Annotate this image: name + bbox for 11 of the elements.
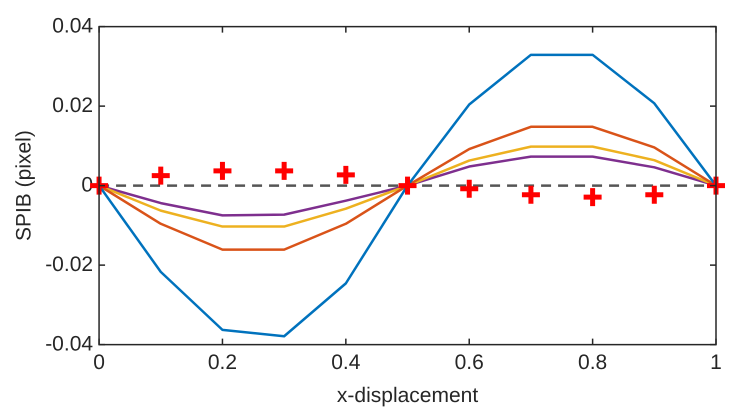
- y-tick-label: 0.02: [52, 94, 94, 117]
- x-tick-label: 0.6: [454, 350, 484, 374]
- x-tick-label: 0.2: [208, 350, 238, 374]
- y-axis-title: SPIB (pixel): [12, 130, 36, 242]
- x-tick-label: 1: [710, 350, 722, 374]
- x-tick-label: 0.4: [331, 350, 361, 374]
- y-tick-label: -0.04: [45, 332, 94, 356]
- x-axis-title: x-displacement: [336, 384, 478, 408]
- y-tick-label: 0.04: [52, 14, 94, 38]
- y-tick-label: -0.02: [45, 252, 94, 276]
- x-tick-label: 0.8: [578, 350, 608, 374]
